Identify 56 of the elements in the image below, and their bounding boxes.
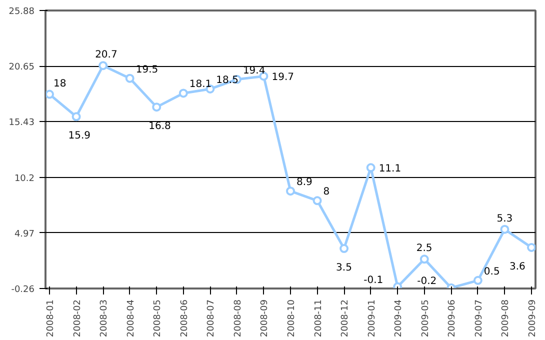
data-label: -0.1 (364, 274, 384, 286)
point (152, 102, 162, 112)
point (125, 74, 134, 83)
y-tick-label: 10.2 (14, 174, 35, 184)
y-tick-label: 25.88 (8, 7, 35, 17)
point (286, 186, 295, 196)
x-tick-label: 2008-02 (72, 299, 83, 338)
point (420, 254, 429, 264)
y-tick-label: 15.43 (8, 118, 34, 128)
x-tick-label: 2008-05 (153, 299, 164, 338)
data-label: 5.3 (496, 213, 513, 224)
x-tick-label: 2008-01 (46, 299, 56, 338)
x-tick-label: 2008-03 (100, 299, 110, 338)
x-tick-label: 2008-11 (314, 299, 324, 338)
data-label: -0.2 (417, 276, 437, 287)
x-tick-label: 2009-08 (501, 299, 512, 338)
data-label: 8 (323, 186, 330, 198)
point (46, 90, 54, 99)
data-label: 18.1 (189, 79, 212, 90)
data-label: 19.7 (272, 72, 294, 84)
x-tick-label: 2009-06 (448, 299, 458, 338)
x-tick-label: 2009-01 (367, 299, 378, 338)
y-tick-label: 4.97 (14, 229, 35, 240)
x-tick-label: 2009-05 (420, 299, 431, 338)
data-label: 0.5 (484, 266, 500, 278)
data-label: 18 (54, 78, 66, 90)
point (500, 224, 510, 234)
point (473, 276, 482, 285)
x-tick-label: 2009-07 (474, 299, 484, 338)
x-tick-label: 2009-04 (394, 299, 404, 338)
point (72, 112, 81, 122)
x-tick-label: 2008-08 (233, 299, 244, 338)
x-tick-label: 2008-04 (126, 299, 136, 338)
data-label: 2.5 (416, 243, 432, 254)
data-label: 3.6 (509, 261, 526, 272)
point (98, 61, 108, 70)
point (312, 196, 322, 206)
x-tick-label: 2008-10 (287, 299, 297, 338)
data-label: 15.9 (68, 130, 91, 142)
data-label: 18.5 (216, 74, 238, 86)
x-tick-label: 2009-09 (528, 299, 538, 338)
x-tick-label: 2008-09 (260, 299, 270, 338)
point (340, 244, 349, 254)
data-label: 8.9 (296, 177, 312, 188)
x-tick-label: 2008-07 (206, 299, 217, 338)
y-tick-label: 20.65 (8, 62, 34, 73)
x-tick-label: 2008-06 (180, 299, 190, 338)
data-label: 11.1 (378, 164, 402, 175)
point (178, 88, 188, 98)
point (366, 163, 376, 172)
point (526, 242, 536, 252)
y-tick-label: -0.26 (11, 285, 35, 295)
data-label: 3.5 (336, 262, 352, 274)
data-label: 16.8 (148, 121, 171, 132)
data-label: 20.7 (95, 50, 118, 61)
x-tick-label: 2008-12 (340, 299, 351, 338)
